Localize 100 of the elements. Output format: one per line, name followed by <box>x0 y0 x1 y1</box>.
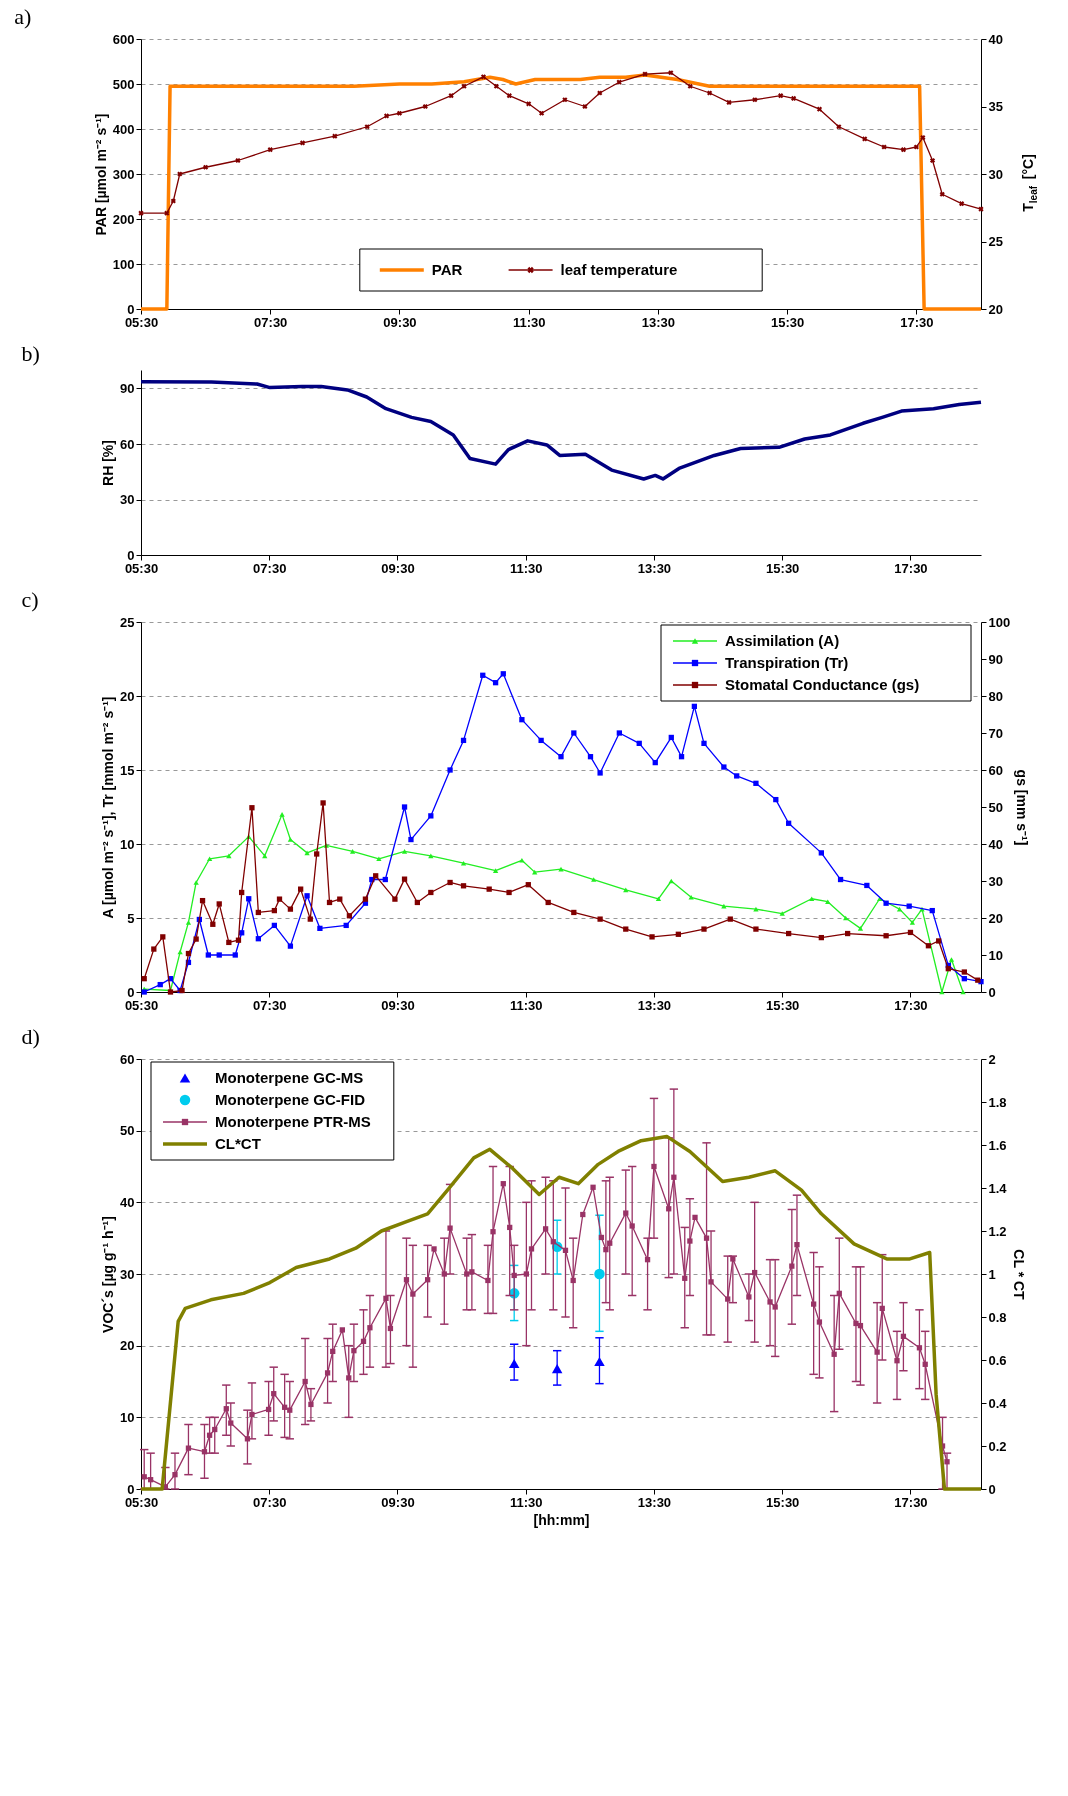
x-tick-label: 15:30 <box>766 997 800 1013</box>
x-tick-label: 13:30 <box>641 314 676 330</box>
y2-tick-label: 35 <box>988 99 1003 114</box>
legend-label: Stomatal Conductance (gs) <box>725 676 920 693</box>
y-tick-label: 60 <box>120 436 135 452</box>
x-tick-label: 11:30 <box>509 997 543 1013</box>
x-tick-label: 09:30 <box>381 997 415 1013</box>
x-tick-label: 07:30 <box>253 1494 287 1510</box>
chart-title: d) <box>21 1024 40 1049</box>
y-axis-title: A [µmol m⁻² s⁻¹], Tr [mmol m⁻² s⁻¹] <box>100 696 117 919</box>
x-tick-label: 13:30 <box>637 1494 672 1510</box>
y2-tick-label: 40 <box>988 31 1003 47</box>
y-tick-label: 500 <box>112 76 135 92</box>
y-tick-label: 100 <box>112 256 135 272</box>
y2-axis-title: CL * CT <box>1010 1249 1027 1301</box>
y2-tick-label: 1 <box>988 1266 996 1282</box>
chart-title: b) <box>21 341 40 366</box>
y2-tick-label: 0.8 <box>988 1309 1007 1325</box>
x-tick-label: 13:30 <box>637 560 672 576</box>
y-tick-label: 0 <box>127 1481 135 1497</box>
y2-tick-label: 25 <box>988 234 1003 249</box>
x-tick-label: 11:30 <box>512 314 546 330</box>
y2-tick-label: 20 <box>988 910 1003 926</box>
y-tick-label: 10 <box>120 836 135 852</box>
y-tick-label: 25 <box>120 614 135 630</box>
y2-tick-label: 1.8 <box>988 1094 1007 1110</box>
y-tick-label: 20 <box>120 1338 135 1354</box>
x-tick-label: 11:30 <box>509 1494 543 1510</box>
y-tick-label: 15 <box>120 762 135 778</box>
legend-label: Monoterpene GC-MS <box>215 1069 364 1086</box>
y-tick-label: 30 <box>120 492 135 507</box>
y2-tick-label: 100 <box>988 614 1011 630</box>
y-tick-label: 0 <box>127 301 135 317</box>
x-tick-label: 11:30 <box>509 560 543 576</box>
legend-label: Monoterpene GC-FID <box>215 1091 366 1108</box>
x-tick-label: 15:30 <box>766 1494 800 1510</box>
legend-label: leaf temperature <box>560 261 678 278</box>
legend-label: Assimilation (A) <box>725 632 840 649</box>
y-axis-title: VOC´s [µg g⁻¹ h⁻¹] <box>100 1216 117 1333</box>
y2-tick-label: 0 <box>988 1481 996 1497</box>
y2-tick-label: 70 <box>988 725 1003 741</box>
x-tick-label: 09:30 <box>381 1494 415 1510</box>
x-tick-label: 05:30 <box>124 1494 159 1510</box>
x-tick-label: 17:30 <box>900 314 934 330</box>
y2-tick-label: 1.2 <box>988 1223 1007 1239</box>
y2-tick-label: 0.6 <box>988 1352 1007 1368</box>
y2-tick-label: 2 <box>988 1051 996 1067</box>
x-tick-label: 07:30 <box>253 997 287 1013</box>
y2-tick-label: 80 <box>988 688 1003 704</box>
y2-tick-label: 10 <box>988 947 1003 963</box>
x-tick-label: 05:30 <box>124 997 159 1013</box>
x-axis-title: [hh:mm] <box>533 1511 590 1528</box>
legend-label: Transpiration (Tr) <box>725 654 849 671</box>
y2-tick-label: 0 <box>988 984 996 1000</box>
y2-axis-title: gs [mm s⁻¹] <box>1014 769 1031 846</box>
legend-label: Monoterpene PTR-MS <box>215 1113 371 1130</box>
y-tick-label: 20 <box>120 688 135 704</box>
x-tick-label: 09:30 <box>383 314 417 330</box>
y-tick-label: 10 <box>120 1409 135 1425</box>
x-tick-label: 07:30 <box>253 560 287 576</box>
y2-axis-title: Tleaf [°C] <box>1020 154 1039 212</box>
legend-label: CL*CT <box>215 1135 261 1152</box>
y-axis-title: RH [%] <box>100 440 117 486</box>
y-tick-label: 60 <box>120 1051 135 1067</box>
x-tick-label: 05:30 <box>124 314 159 330</box>
legend-label: PAR <box>431 261 463 278</box>
y2-tick-label: 0.2 <box>988 1438 1007 1454</box>
x-tick-label: 17:30 <box>894 1494 928 1510</box>
chart-title: c) <box>21 587 39 612</box>
y2-tick-label: 30 <box>988 873 1003 889</box>
x-tick-label: 09:30 <box>381 560 415 576</box>
y2-tick-label: 50 <box>988 799 1003 815</box>
x-tick-label: 17:30 <box>894 997 928 1013</box>
y2-tick-label: 1.4 <box>988 1180 1008 1196</box>
y-tick-label: 50 <box>120 1123 135 1139</box>
chart-title: a) <box>14 4 32 29</box>
y2-tick-label: 30 <box>988 166 1003 182</box>
y2-tick-label: 1.6 <box>988 1137 1007 1153</box>
x-tick-label: 07:30 <box>254 314 288 330</box>
y-tick-label: 30 <box>120 1266 135 1282</box>
x-tick-label: 15:30 <box>766 560 800 576</box>
y-tick-label: 300 <box>112 166 135 182</box>
y2-tick-label: 90 <box>988 651 1003 667</box>
x-tick-label: 17:30 <box>894 560 928 576</box>
y-tick-label: 0 <box>127 547 135 563</box>
y-tick-label: 90 <box>120 381 135 396</box>
y2-tick-label: 60 <box>988 762 1003 778</box>
x-tick-label: 13:30 <box>637 997 672 1013</box>
y-tick-label: 40 <box>120 1194 135 1210</box>
y2-tick-label: 40 <box>988 836 1003 852</box>
y-tick-label: 200 <box>112 211 135 227</box>
y2-tick-label: 0.4 <box>988 1395 1008 1411</box>
y-tick-label: 600 <box>112 31 135 47</box>
x-tick-label: 15:30 <box>771 314 805 330</box>
x-tick-label: 05:30 <box>124 560 159 576</box>
y-tick-label: 5 <box>127 910 135 926</box>
y-tick-label: 400 <box>112 121 135 137</box>
y2-tick-label: 20 <box>988 301 1003 317</box>
y-axis-title: PAR [µmol m⁻² s⁻¹] <box>92 113 109 236</box>
y-tick-label: 0 <box>127 984 135 1000</box>
